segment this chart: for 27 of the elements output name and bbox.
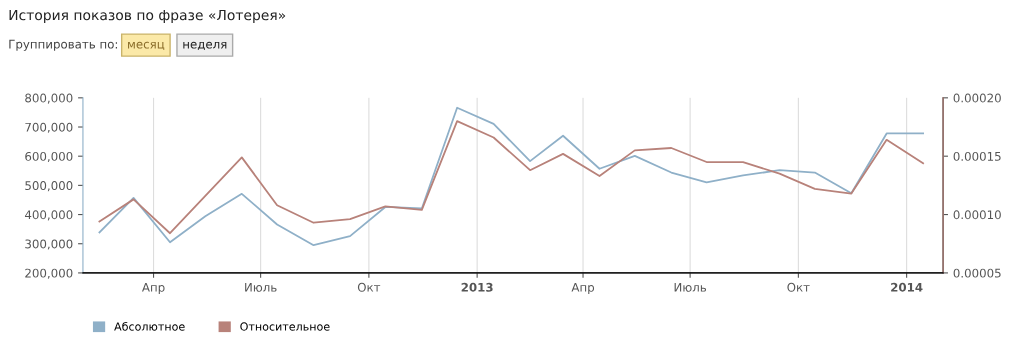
line-series	[98, 106, 925, 247]
y-tick-label: 500,000	[25, 181, 73, 192]
text: неделя	[183, 41, 227, 51]
y-tick-label: 200,000	[25, 268, 73, 279]
x-tick-label: Апр	[141, 283, 165, 295]
legend-label: Относительное	[240, 322, 330, 331]
chart-title: История показов по фразе «Лотерея»	[9, 9, 286, 23]
y2-tick-label: 0.00010	[953, 210, 1001, 220]
x-tick-label: Окт	[357, 282, 381, 292]
y-tick-label: 700,000	[25, 122, 73, 133]
y-tick-label: 300,000	[25, 239, 73, 250]
x-tick-label: Июль	[674, 283, 707, 292]
text: Группировать по:	[9, 39, 118, 51]
legend-label: Абсолютное	[114, 321, 185, 331]
line-series	[98, 120, 925, 235]
text: месяц	[128, 41, 165, 51]
x-tick-label: Июль	[245, 283, 277, 292]
y2-tick-label: 0.00015	[953, 151, 1001, 161]
y2-tick-label: 0.00020	[953, 93, 1001, 103]
y-tick-label: 800,000	[25, 93, 73, 104]
y2-tick-label: 0.00005	[953, 268, 1001, 278]
x-tick-label: 2013	[461, 282, 493, 292]
y-tick-label: 400,000	[24, 210, 73, 221]
x-tick-label: Окт	[787, 282, 810, 292]
x-tick-label: 2014	[891, 282, 923, 292]
y-tick-label: 600,000	[25, 151, 73, 163]
x-tick-label: Апр	[571, 283, 595, 295]
